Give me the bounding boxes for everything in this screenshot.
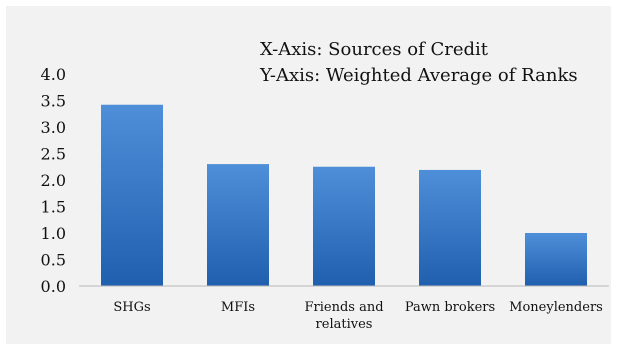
bar (525, 233, 587, 286)
bar (313, 166, 375, 286)
y-axis-ticks: 0.0 0.5 1.0 1.5 2.0 2.5 3.0 3.5 4.0 (41, 65, 66, 296)
x-axis-annotation: X-Axis: Sources of Credit (260, 39, 489, 60)
x-category-label: SHGs (113, 300, 150, 315)
x-category-label: Pawn brokers (405, 300, 495, 315)
y-tick-label: 3.0 (41, 118, 66, 137)
chart-area: 0.0 0.5 1.0 1.5 2.0 2.5 3.0 3.5 4.0 SHGs MFIs Frie… (6, 6, 611, 344)
bar (419, 169, 481, 286)
y-tick-label: 1.5 (41, 198, 66, 217)
y-tick-label: 4.0 (41, 65, 66, 84)
bars (101, 104, 587, 287)
x-axis-labels: SHGs MFIs Friends and relatives Pawn brokers… (113, 300, 603, 332)
x-category-label: Friends and relatives (304, 300, 383, 332)
bar-chart: 0.0 0.5 1.0 1.5 2.0 2.5 3.0 3.5 4.0 SHGs MFIs Frie… (41, 39, 609, 332)
y-axis-annotation: Y-Axis: Weighted Average of Ranks (259, 65, 578, 86)
x-category-label: MFIs (221, 300, 255, 315)
bar (101, 104, 163, 287)
y-tick-label: 0.5 (41, 251, 66, 270)
x-category-label: Moneylenders (509, 300, 603, 315)
y-tick-label: 1.0 (41, 224, 66, 243)
bar (207, 164, 269, 286)
y-tick-label: 2.5 (41, 145, 66, 164)
y-tick-label: 3.5 (41, 92, 66, 111)
y-tick-label: 2.0 (41, 171, 66, 190)
y-tick-label: 0.0 (41, 277, 66, 296)
